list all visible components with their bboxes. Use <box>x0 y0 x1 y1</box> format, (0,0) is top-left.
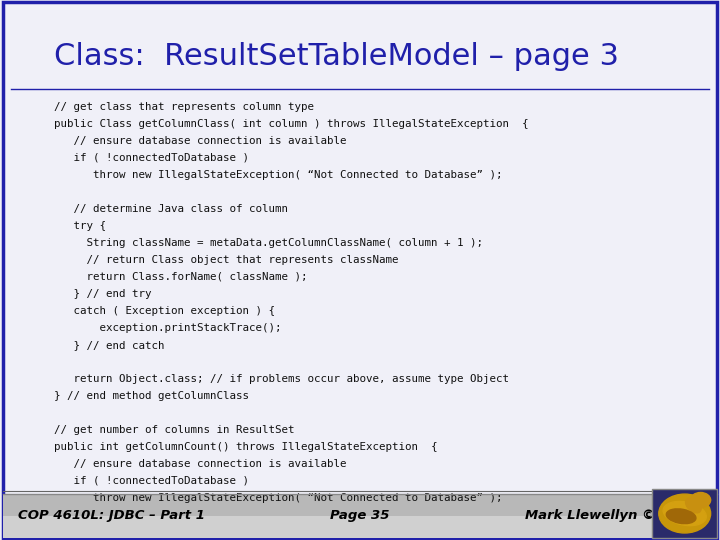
Text: throw new IllegalStateException( “Not Connected to Database” );: throw new IllegalStateException( “Not Co… <box>54 492 503 503</box>
Text: String className = metaData.getColumnClassName( column + 1 );: String className = metaData.getColumnCla… <box>54 238 483 248</box>
Text: // return Class object that represents className: // return Class object that represents c… <box>54 254 398 265</box>
FancyBboxPatch shape <box>652 489 717 538</box>
Text: // determine Java class of column: // determine Java class of column <box>54 204 288 214</box>
Text: if ( !connectedToDatabase ): if ( !connectedToDatabase ) <box>54 476 249 486</box>
Text: COP 4610L: JDBC – Part 1: COP 4610L: JDBC – Part 1 <box>18 509 205 522</box>
Text: try {: try { <box>54 220 106 231</box>
FancyBboxPatch shape <box>3 516 717 538</box>
Text: return Object.class; // if problems occur above, assume type Object: return Object.class; // if problems occu… <box>54 374 509 384</box>
Ellipse shape <box>666 509 696 524</box>
Text: catch ( Exception exception ) {: catch ( Exception exception ) { <box>54 306 275 316</box>
Text: } // end try: } // end try <box>54 288 151 299</box>
Text: // ensure database connection is available: // ensure database connection is availab… <box>54 136 346 146</box>
Circle shape <box>690 492 711 508</box>
Circle shape <box>659 494 711 533</box>
Text: if ( !connectedToDatabase ): if ( !connectedToDatabase ) <box>54 152 249 163</box>
Text: } // end method getColumnClass: } // end method getColumnClass <box>54 390 249 401</box>
Ellipse shape <box>663 502 706 525</box>
Text: Page 35: Page 35 <box>330 509 390 522</box>
Text: Class:  ResultSetTableModel – page 3: Class: ResultSetTableModel – page 3 <box>54 42 619 71</box>
Ellipse shape <box>685 498 701 513</box>
Text: exception.printStackTrace();: exception.printStackTrace(); <box>54 322 282 333</box>
FancyBboxPatch shape <box>3 494 717 516</box>
Text: throw new IllegalStateException( “Not Connected to Database” );: throw new IllegalStateException( “Not Co… <box>54 170 503 180</box>
Text: Mark Llewellyn ©: Mark Llewellyn © <box>526 509 655 522</box>
Text: // get class that represents column type: // get class that represents column type <box>54 102 314 112</box>
FancyBboxPatch shape <box>3 2 717 538</box>
Text: return Class.forName( className );: return Class.forName( className ); <box>54 272 307 282</box>
Text: } // end catch: } // end catch <box>54 340 164 350</box>
Text: public Class getColumnClass( int column ) throws IllegalStateException  {: public Class getColumnClass( int column … <box>54 118 528 129</box>
Text: // ensure database connection is available: // ensure database connection is availab… <box>54 458 346 469</box>
Text: // get number of columns in ResultSet: // get number of columns in ResultSet <box>54 424 294 435</box>
Text: public int getColumnCount() throws IllegalStateException  {: public int getColumnCount() throws Illeg… <box>54 442 438 452</box>
